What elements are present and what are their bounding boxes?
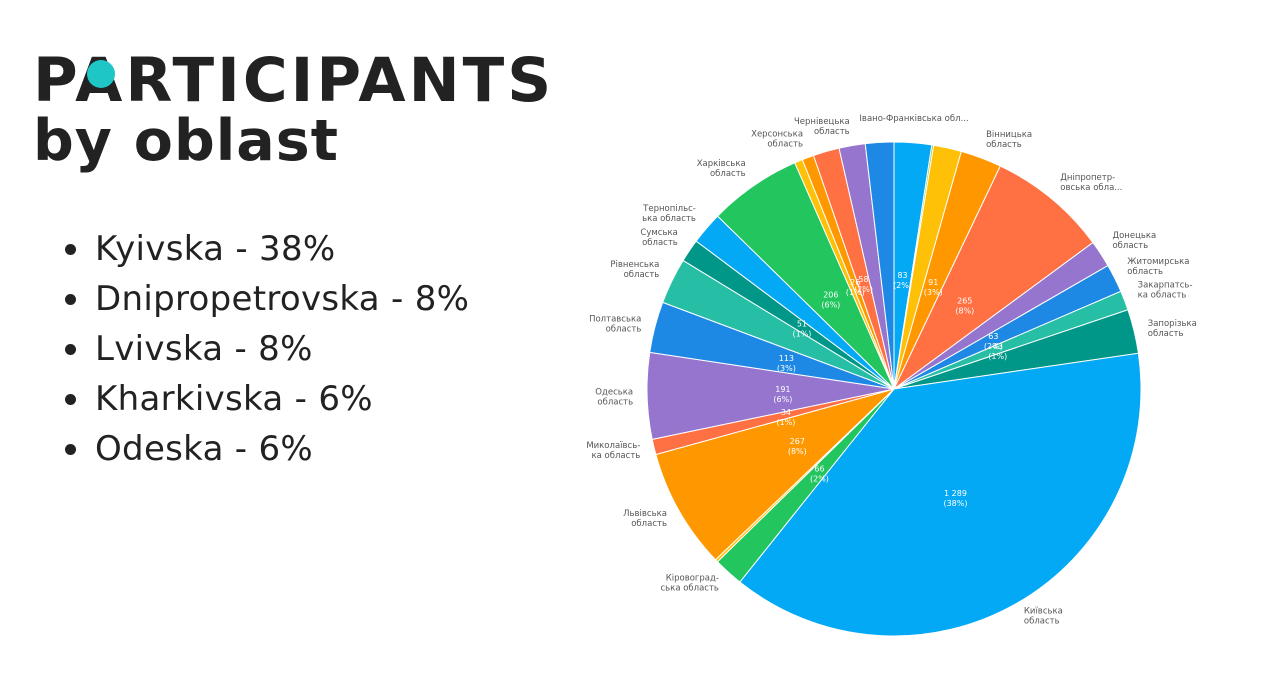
data-label: 63 (2%) [984,332,1003,351]
data-label: 191 (6%) [773,385,792,404]
list-item-text: Dnipropetrovska - 8% [95,279,470,319]
category-label: Чернівецька область [794,117,850,137]
bullet-dot-icon [65,394,76,405]
accent-dot [87,60,115,88]
category-label: Донецька область [1112,231,1156,251]
category-label: Київська область [1024,606,1063,626]
pie-slice [864,141,895,390]
list-item-text: Lvivska - 8% [95,329,313,369]
data-label: 43 (1%) [988,342,1007,361]
bullet-dot-icon [65,444,76,455]
data-label: 1 289 (38%) [943,489,967,508]
pie-slice [739,352,1142,637]
data-label: 51 (1%) [792,320,811,339]
category-label: Вінницька область [986,130,1032,150]
list-item-text: Kharkivska - 6% [95,379,373,419]
data-label: 26 (1%) [846,278,865,297]
data-label: 83 (2%) [893,271,912,290]
list-item: Kyivska - 38% [62,224,469,274]
data-label: 113 (3%) [777,354,796,373]
list-item: Dnipropetrovska - 8% [62,274,469,324]
category-label: Тернопільс-ька область [642,204,696,224]
category-label: Сумська область [640,228,677,248]
pie-slice [655,388,895,561]
category-label: Рівненська область [610,260,659,280]
list-item-text: Kyivska - 38% [95,229,336,269]
category-label: Закарпатсь-ка область [1138,280,1193,300]
pie-chart: 83 (2%) Івано-Франківська обл... 91 (3%) Вінн… [586,114,1197,637]
list-item: Odeska - 6% [62,424,469,474]
category-label: Кіровоград-ська область [661,574,719,594]
data-label: 91 (3%) [924,278,943,297]
category-label: Харківська область [697,159,746,179]
category-label: Львівська область [623,509,667,529]
category-label: Миколаївсь-ка область [586,441,640,461]
category-label: Івано-Франківська обл... [859,114,968,124]
bullet-dot-icon [65,344,76,355]
data-label: 206 (6%) [821,291,840,310]
bullet-dot-icon [65,294,76,305]
category-label: Полтавська область [589,315,641,335]
category-label: Запорізька область [1148,319,1197,339]
category-label: Херсонська область [751,129,803,149]
data-label: 34 (1%) [776,408,795,427]
bullet-dot-icon [65,244,76,255]
category-label: Житомирська область [1127,257,1189,277]
list-item: Lvivska - 8% [62,324,469,374]
data-label: 66 (2%) [810,464,829,483]
pie-slice [893,165,1094,390]
list-item: Kharkivska - 6% [62,374,469,424]
data-label: 58 (2%) [854,275,873,294]
data-label: 267 (8%) [788,437,807,456]
title-block: PARTICIPANTS by oblast [33,45,555,174]
list-item-text: Odeska - 6% [95,429,314,469]
page-title: PARTICIPANTS [33,45,555,116]
summary-list: Kyivska - 38% Dnipropetrovska - 8% Lvivs… [62,224,469,474]
category-label: Дніпропетр-овська обла... [1060,173,1122,193]
page-subtitle: by oblast [33,108,339,174]
data-label: 265 (8%) [955,296,974,315]
category-label: Одеська область [595,387,633,407]
